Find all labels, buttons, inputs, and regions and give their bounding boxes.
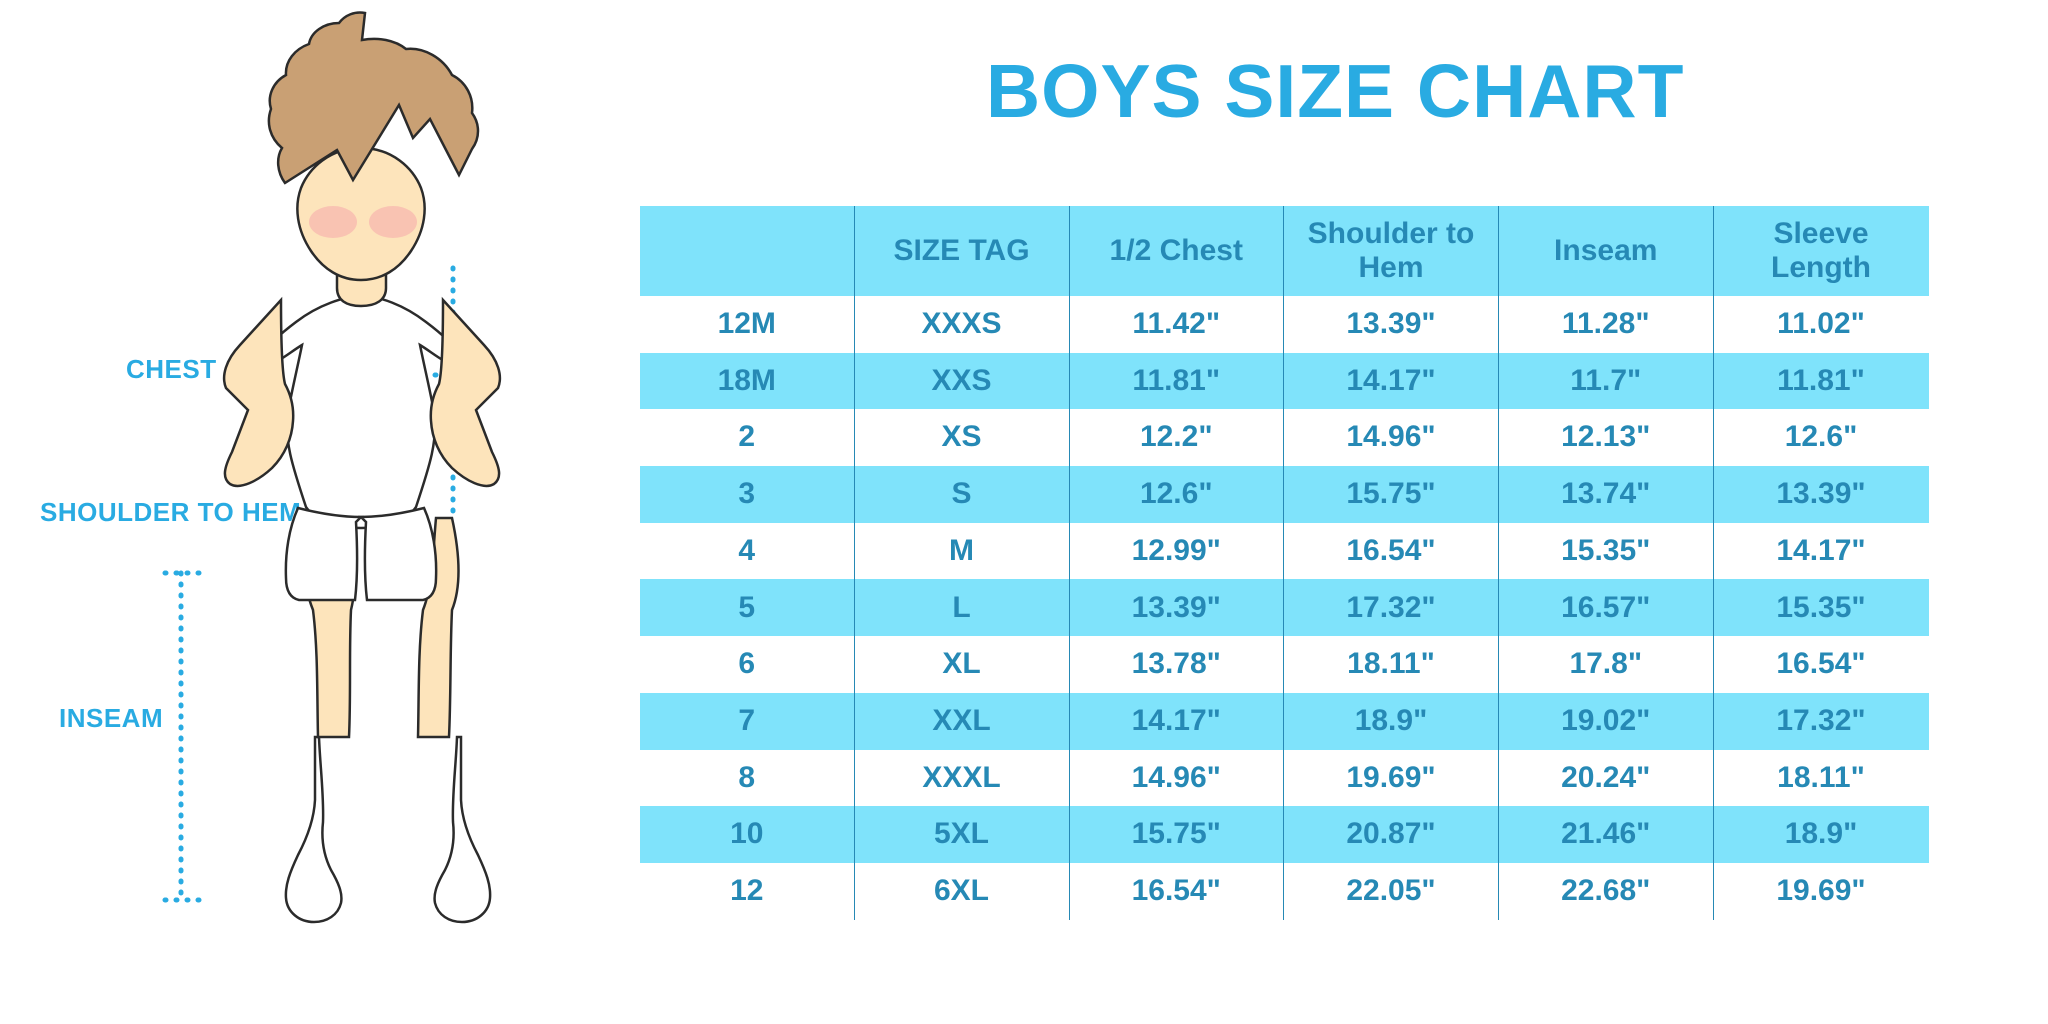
svg-text:SHOULDER TO HEM: SHOULDER TO HEM	[40, 497, 301, 527]
svg-text:INSEAM: INSEAM	[59, 703, 163, 733]
svg-text:CHEST: CHEST	[126, 354, 217, 384]
